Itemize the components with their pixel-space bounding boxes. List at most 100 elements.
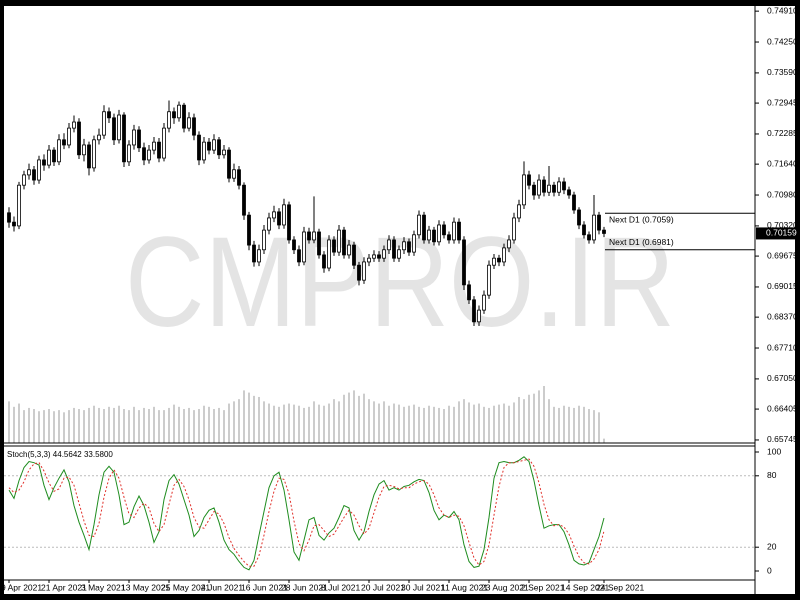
x-tick-label: 9 Apr 2021	[1, 582, 42, 592]
volume-bar	[243, 390, 245, 443]
volume-bar	[158, 410, 160, 443]
candle-body	[237, 169, 241, 186]
candle-body	[117, 114, 121, 141]
volume-bar	[408, 405, 410, 443]
volume-bar	[33, 409, 35, 443]
volume-bar	[258, 396, 260, 443]
candle-body	[42, 159, 46, 166]
candle-body	[557, 181, 561, 193]
x-tick-label: 24 Sep 2021	[596, 582, 644, 592]
candle-body	[402, 241, 406, 251]
candle-body	[522, 174, 526, 206]
volume-bar	[308, 406, 310, 443]
x-tick-label: 21 Apr 2021	[41, 582, 87, 592]
volume-bar	[438, 407, 440, 443]
volume-bar	[333, 399, 335, 443]
x-tick-label: 13 May 2021	[121, 582, 170, 592]
volume-bar	[8, 401, 10, 443]
candle-body	[332, 239, 336, 253]
candle-body	[22, 174, 26, 186]
volume-bar	[203, 405, 205, 443]
volume-bar	[273, 405, 275, 443]
volume-bar	[603, 438, 605, 443]
candle-body	[407, 241, 411, 253]
candle-body	[547, 184, 551, 193]
candle-body	[162, 127, 166, 159]
candle-body	[62, 139, 66, 146]
volume-bar	[133, 406, 135, 443]
candle-body	[527, 174, 531, 186]
candle-body	[552, 184, 556, 193]
volume-bar	[198, 409, 200, 443]
y-tick-label: 80	[767, 470, 777, 480]
stoch-line	[8, 456, 605, 571]
x-tick-label: 20 Jul 2021	[361, 582, 405, 592]
volume-bar	[328, 403, 330, 443]
volume-bar	[223, 410, 225, 443]
x-tick-label: 3 May 2021	[81, 582, 126, 592]
candle-body	[287, 204, 291, 241]
candle-body	[592, 214, 596, 241]
volume-bar	[383, 401, 385, 443]
volume-bar	[338, 401, 340, 443]
level-label: Next D1 (0.6981)	[609, 237, 674, 247]
candle-body	[17, 184, 21, 227]
candle-body	[127, 144, 131, 163]
volume-bar	[398, 404, 400, 443]
y-tick-label: 100	[767, 446, 781, 456]
candle-body	[77, 121, 81, 156]
volume-bar	[138, 410, 140, 443]
x-tick-label: 16 Jun 2021	[241, 582, 288, 592]
candle-body	[52, 149, 56, 163]
candle-body	[297, 249, 301, 263]
volume-bar	[413, 404, 415, 443]
candle-body	[412, 234, 416, 253]
y-tick-label: 0.74250	[767, 36, 798, 46]
candle-body	[587, 234, 591, 241]
candle-body	[82, 144, 86, 156]
volume-bar	[173, 404, 175, 443]
volume-bar	[43, 410, 45, 443]
y-tick-label: 0.72945	[767, 97, 798, 107]
candle-body	[452, 221, 456, 241]
x-tick-label: 2 Sep 2021	[521, 582, 565, 592]
volume-bar	[523, 399, 525, 443]
volume-bar	[463, 399, 465, 443]
candle-body	[437, 224, 441, 243]
candle-body	[212, 139, 216, 151]
candle-body	[477, 309, 481, 323]
volume-bar	[283, 404, 285, 443]
volume-bar	[483, 406, 485, 443]
x-tick-label: 25 May 2021	[161, 582, 210, 592]
y-tick-label: 0.70980	[767, 189, 798, 199]
candle-body	[37, 159, 41, 181]
y-tick-label: 0.72285	[767, 128, 798, 138]
volume-bar	[428, 405, 430, 443]
candle-body	[367, 257, 371, 263]
volume-bar	[558, 407, 560, 443]
volume-bar	[108, 406, 110, 443]
volume-bar	[148, 409, 150, 443]
candle-body	[277, 211, 281, 226]
volume-bar	[473, 404, 475, 443]
candle-body	[282, 204, 286, 226]
volume-bar	[128, 410, 130, 443]
volume-bar	[63, 412, 65, 443]
candle-body	[132, 129, 136, 146]
candle-body	[222, 149, 226, 156]
candle-body	[447, 234, 451, 241]
volume-bar	[373, 401, 375, 443]
candle-body	[292, 239, 296, 251]
candle-body	[572, 194, 576, 211]
volume-bar	[178, 406, 180, 443]
y-tick-label: 0.69675	[767, 250, 798, 260]
volume-bar	[528, 394, 530, 443]
candle-body	[417, 214, 421, 236]
volume-bar	[313, 401, 315, 443]
candle-body	[167, 111, 171, 129]
volume-bar	[553, 406, 555, 443]
volume-bar	[298, 405, 300, 443]
candle-body	[302, 231, 306, 263]
y-tick-label: 0.73590	[767, 67, 798, 77]
volume-bar	[153, 406, 155, 443]
